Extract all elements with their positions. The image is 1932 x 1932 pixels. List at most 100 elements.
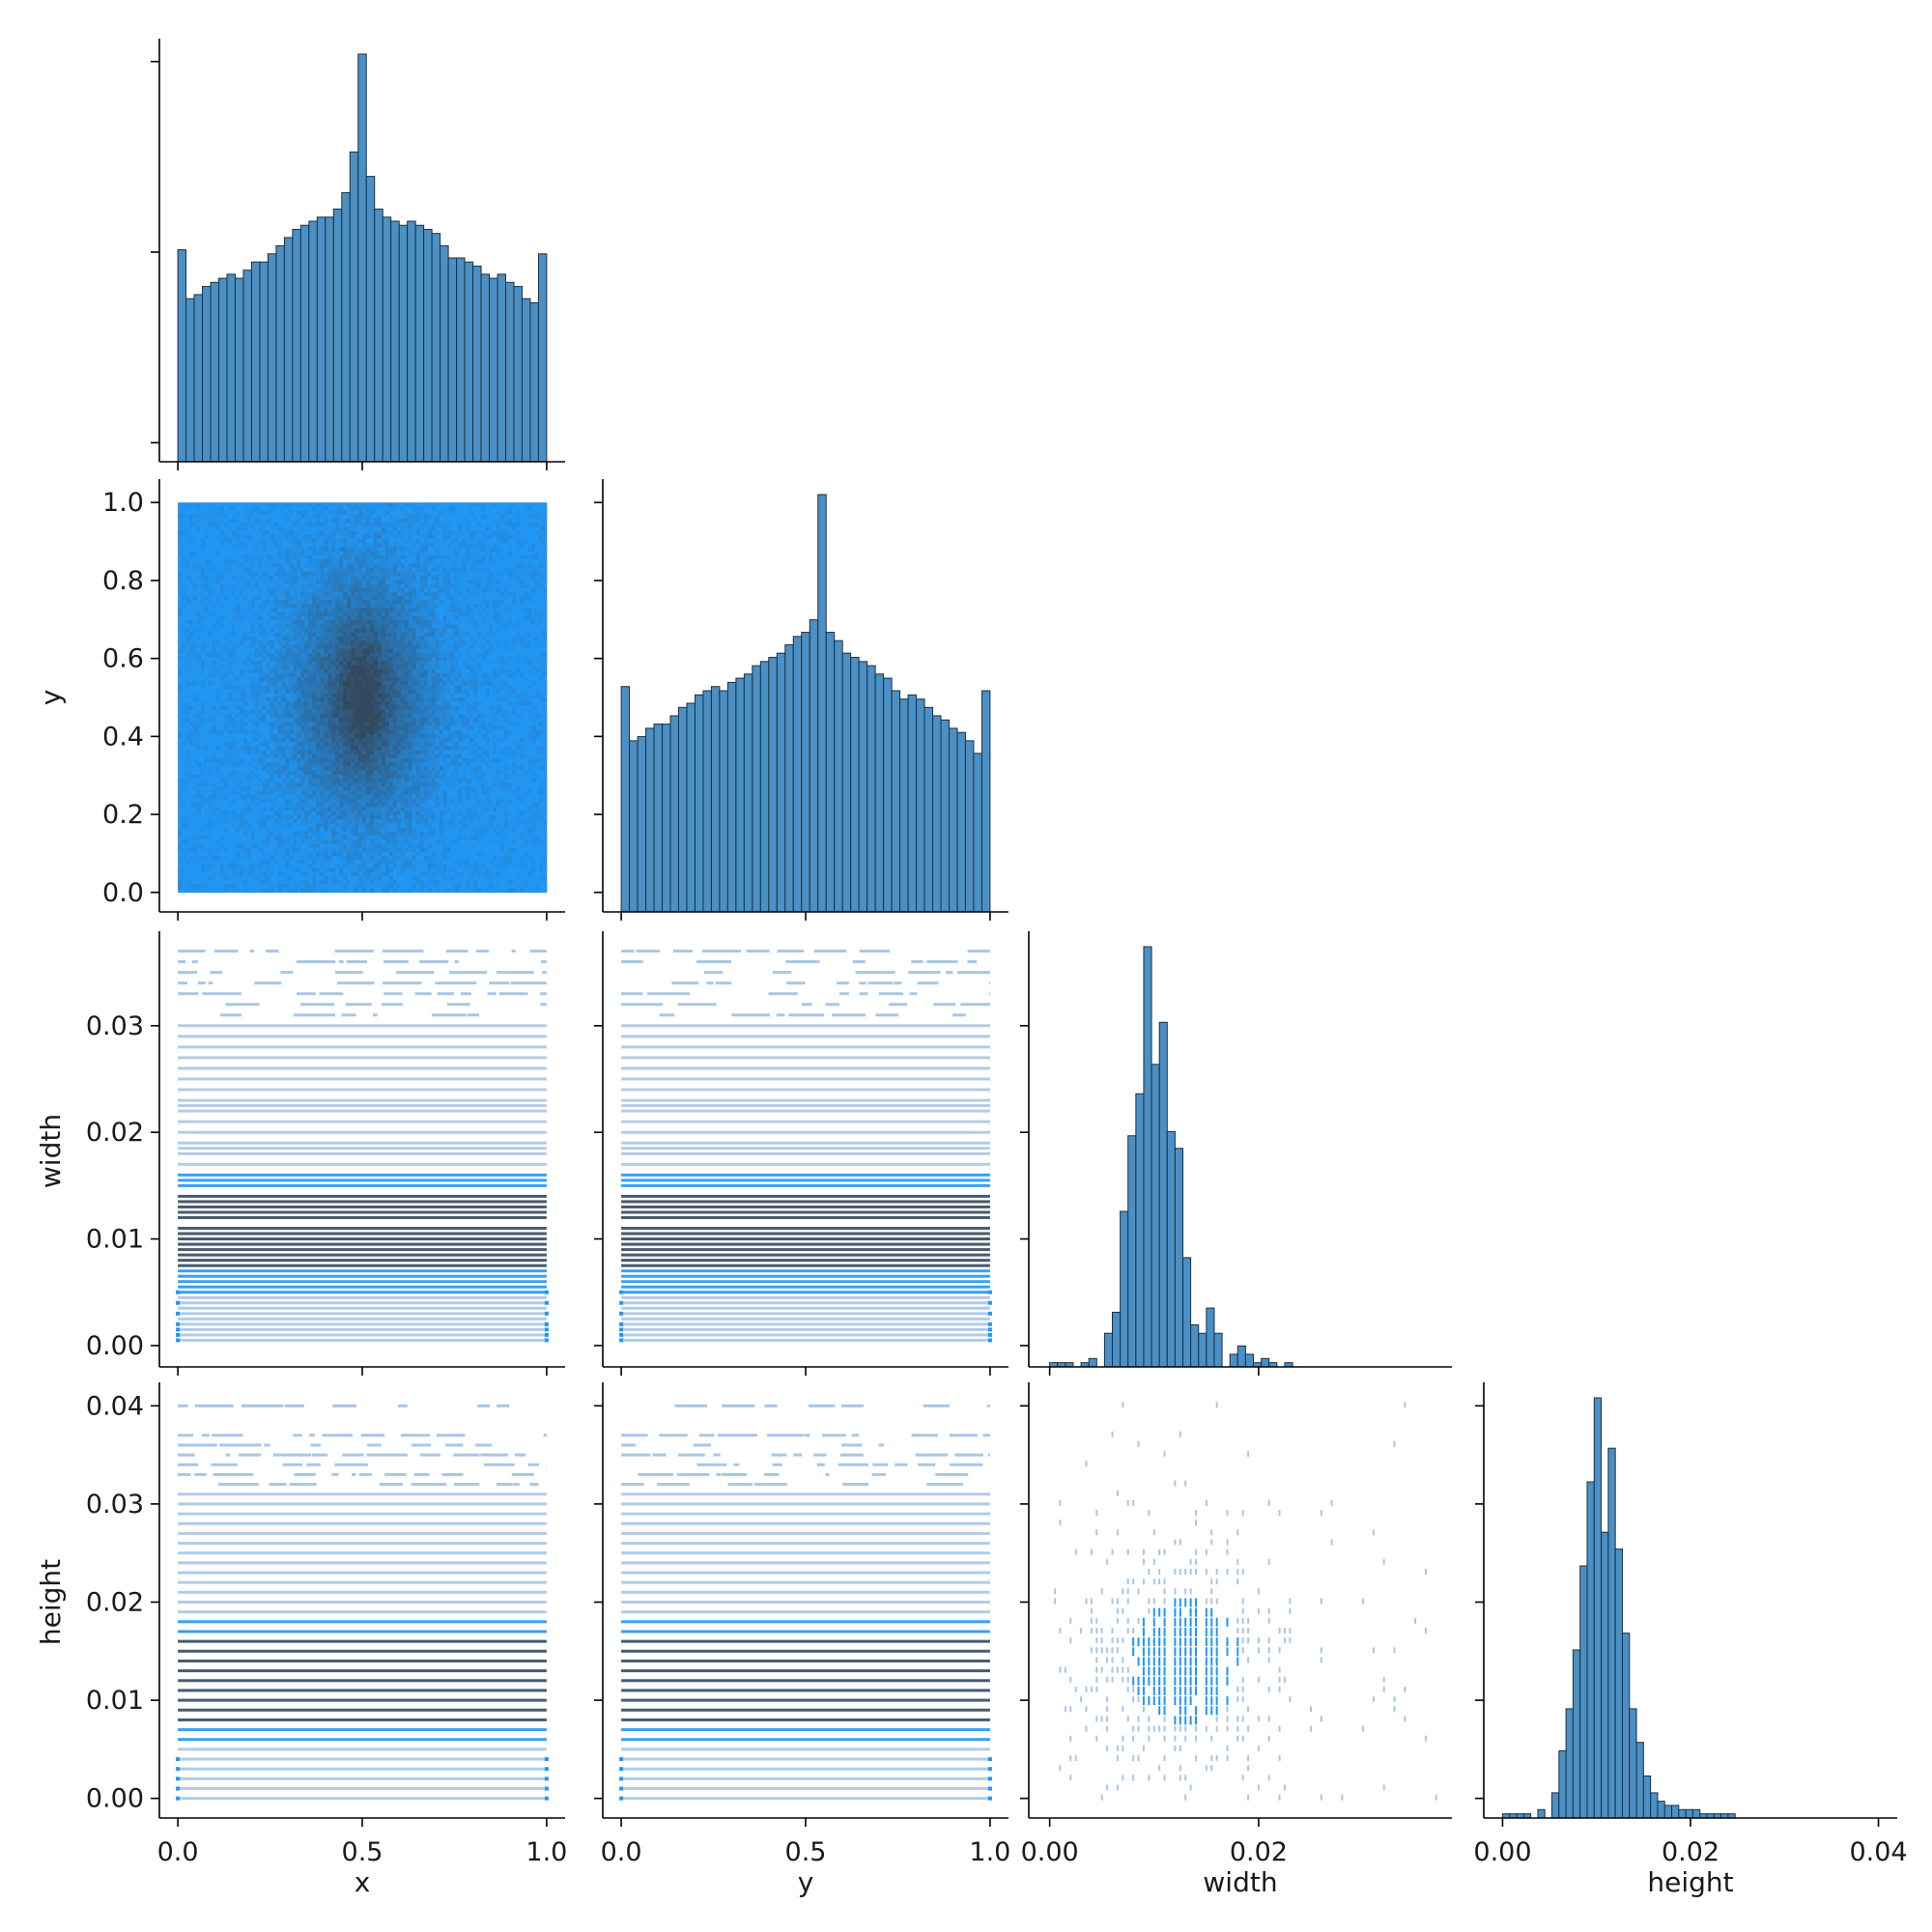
heatmap-cell (270, 652, 274, 658)
heatmap-cell (324, 847, 328, 853)
heatmap-cell (196, 571, 202, 577)
heatmap-cell (223, 510, 229, 516)
heatmap-cell (185, 819, 190, 824)
heatmap-cell (185, 713, 190, 719)
heatmap-cell (270, 880, 274, 885)
heatmap-cell (355, 823, 359, 828)
heatmap-cell (324, 782, 328, 787)
heatmap-cell (339, 843, 344, 848)
heatmap-cell (200, 600, 206, 605)
heatmap-cell (300, 701, 305, 706)
heatmap-cell (365, 725, 371, 731)
heatmap-cell (246, 766, 252, 772)
heatmap-cell (308, 855, 313, 861)
heatmap-cell (246, 652, 252, 658)
heatmap-cell (193, 839, 198, 844)
heatmap-cell (231, 628, 237, 634)
heatmap-cell (182, 632, 186, 638)
heatmap-cell (281, 782, 286, 787)
heatmap-cell (320, 620, 325, 625)
heatmap-cell (324, 611, 328, 617)
heatmap-cell (273, 705, 278, 711)
heatmap-cell (365, 571, 371, 577)
heatmap-cell (293, 608, 298, 613)
heatmap-cell (293, 799, 298, 804)
heatmap-cell (281, 636, 286, 641)
heatmap-cell (189, 567, 194, 573)
heatmap-cell (285, 636, 290, 641)
heatmap-cell (231, 640, 237, 645)
heatmap-cell (304, 567, 309, 573)
heatmap-cell (246, 648, 252, 654)
heatmap-cell (227, 864, 233, 868)
heatmap-cell (227, 656, 233, 662)
heatmap-cell (189, 693, 194, 698)
heatmap-cell (227, 543, 233, 548)
heatmap-cell (208, 847, 213, 853)
heatmap-cell (343, 519, 348, 524)
heatmap-cell (289, 803, 294, 808)
heatmap-cell (335, 543, 340, 548)
heatmap-cell (262, 814, 267, 820)
heatmap-cell (262, 608, 267, 613)
heatmap-cell (273, 810, 278, 816)
heatmap-cell (316, 563, 321, 568)
heatmap-cell (347, 575, 352, 581)
heatmap-cell (343, 526, 348, 532)
heatmap-cell (193, 506, 198, 511)
heatmap-cell (312, 547, 317, 553)
heatmap-cell (189, 615, 194, 621)
heatmap-cell (235, 523, 241, 527)
heatmap-cell (196, 799, 202, 804)
heatmap-cell (242, 554, 248, 560)
heatmap-cell (193, 746, 198, 752)
heatmap-cell (308, 543, 313, 548)
heatmap-cell (193, 807, 198, 812)
heatmap-cell (219, 611, 225, 617)
heatmap-cell (231, 591, 237, 597)
heatmap-cell (285, 526, 290, 532)
heatmap-cell (351, 831, 355, 837)
heatmap-cell (204, 823, 210, 828)
heatmap-cell (351, 758, 355, 763)
heatmap-cell (308, 794, 313, 800)
heatmap-cell (239, 563, 244, 568)
heatmap-cell (373, 534, 379, 540)
heatmap-cell (200, 753, 206, 759)
heatmap-cell (324, 851, 328, 857)
heatmap-cell (304, 855, 309, 861)
heatmap-cell (258, 624, 263, 629)
heatmap-cell (289, 884, 294, 890)
heatmap-cell (327, 543, 332, 548)
heatmap-cell (331, 860, 336, 865)
heatmap-cell (227, 563, 233, 568)
heatmap-cell (178, 864, 183, 868)
heatmap-cell (258, 608, 263, 613)
heatmap-cell (343, 595, 348, 601)
heatmap-cell (308, 871, 313, 877)
heatmap-cell (239, 718, 244, 723)
heatmap-cell (185, 851, 190, 857)
heatmap-cell (270, 722, 274, 726)
heatmap-cell (324, 554, 328, 560)
heatmap-cell (331, 559, 336, 564)
heatmap-cell (196, 693, 202, 698)
heatmap-cell (196, 701, 202, 706)
heatmap-cell (235, 843, 241, 848)
heatmap-cell (297, 725, 301, 731)
heatmap-cell (300, 530, 305, 536)
heatmap-cell (208, 672, 213, 678)
heatmap-cell (204, 685, 210, 690)
heatmap-cell (182, 523, 186, 527)
heatmap-cell (339, 575, 344, 581)
heatmap-cell (343, 534, 348, 540)
heatmap-cell (285, 779, 290, 783)
heatmap-cell (297, 753, 301, 759)
heatmap-cell (362, 615, 367, 621)
heatmap-cell (369, 636, 375, 641)
heatmap-cell (365, 506, 371, 511)
heatmap-cell (297, 697, 301, 702)
heatmap-cell (254, 559, 260, 564)
heatmap-cell (182, 786, 186, 792)
heatmap-cell (262, 876, 267, 881)
